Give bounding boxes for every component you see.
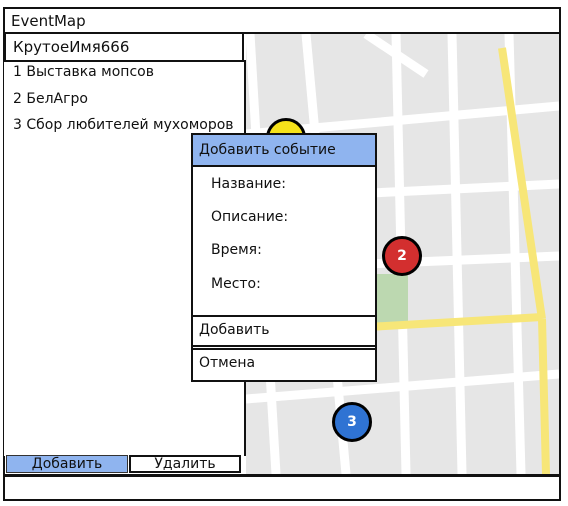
user-name: КрутоеИмя666	[4, 32, 244, 62]
map-marker-number: 2	[397, 248, 407, 264]
add-event-dialog: Добавить событие Название: Описание: Вре…	[191, 133, 377, 382]
app-title: EventMap	[11, 12, 86, 30]
list-item[interactable]: 2 БелАгро	[13, 91, 88, 107]
status-bar-divider	[3, 474, 561, 477]
name-field[interactable]: Название:	[211, 176, 286, 192]
place-field[interactable]: Место:	[211, 276, 261, 292]
dialog-add-button[interactable]: Добавить	[193, 315, 375, 347]
add-event-button[interactable]: Добавить	[6, 455, 128, 473]
map-marker-number: 3	[347, 414, 357, 430]
map-marker-3-icon[interactable]: 3	[332, 402, 372, 442]
dialog-cancel-button[interactable]: Отмена	[193, 348, 375, 380]
time-field[interactable]: Время:	[211, 242, 262, 258]
dialog-title: Добавить событие	[193, 135, 375, 167]
map-marker-2-icon[interactable]: 2	[382, 236, 422, 276]
list-item[interactable]: 1 Выставка мопсов	[13, 64, 154, 80]
title-bar: EventMap	[3, 7, 561, 34]
description-field[interactable]: Описание:	[211, 209, 289, 225]
list-item[interactable]: 3 Сбор любителей мухоморов	[13, 117, 234, 133]
delete-event-button[interactable]: Удалить	[129, 455, 241, 473]
map-view[interactable]: 2 3	[246, 34, 559, 474]
